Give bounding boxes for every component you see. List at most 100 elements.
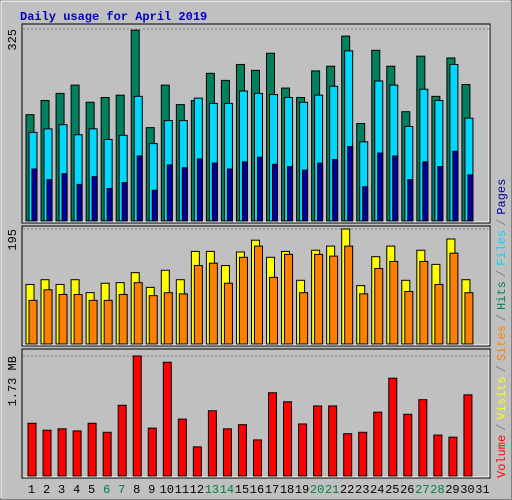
bar — [73, 293, 83, 345]
bar — [46, 179, 53, 222]
y-tick-label: 195 — [6, 229, 20, 251]
bar — [268, 392, 278, 477]
bar — [362, 186, 369, 222]
legend-separator: / — [495, 270, 509, 277]
legend-item: Pages — [495, 179, 509, 215]
bar — [196, 158, 203, 222]
bar — [211, 162, 218, 222]
bar — [256, 156, 263, 222]
bar — [61, 173, 68, 222]
legend-item: Visits — [495, 376, 509, 419]
x-tick-label: 30 — [460, 483, 474, 497]
x-tick-label: 4 — [73, 483, 80, 497]
bar — [241, 161, 248, 222]
bar — [437, 166, 444, 222]
x-tick-label: 9 — [148, 483, 155, 497]
bar — [272, 163, 279, 222]
bar — [433, 434, 443, 477]
bar — [133, 282, 143, 345]
x-tick-label: 2 — [43, 483, 50, 497]
legend-item: Volume — [495, 435, 509, 478]
x-tick-label: 11 — [175, 483, 189, 497]
bar — [193, 265, 203, 345]
x-tick-label: 6 — [103, 483, 110, 497]
bar — [252, 439, 262, 477]
bar — [76, 183, 83, 222]
bar — [407, 179, 414, 222]
bar — [374, 268, 384, 345]
bar — [237, 424, 247, 477]
bar — [102, 431, 112, 477]
x-tick-label: 5 — [88, 483, 95, 497]
bar — [418, 399, 428, 477]
x-tick-label: 18 — [280, 483, 294, 497]
x-tick-label: 28 — [430, 483, 444, 497]
bar — [163, 292, 173, 345]
bar — [463, 394, 473, 477]
bar — [403, 413, 413, 477]
x-tick-label: 16 — [250, 483, 264, 497]
bar — [72, 430, 82, 477]
bar — [207, 410, 217, 477]
bar — [223, 282, 233, 345]
x-tick-label: 12 — [190, 483, 204, 497]
bar — [434, 283, 444, 345]
bar — [377, 152, 384, 222]
bar — [452, 150, 459, 222]
legend-item: Sites — [495, 325, 509, 361]
bar — [359, 293, 369, 345]
x-tick-label: 21 — [325, 483, 339, 497]
x-tick-label: 7 — [118, 483, 125, 497]
bar — [136, 155, 143, 222]
legend: Volume / Visits / Sites / Hits / Files / Pages — [495, 179, 509, 478]
bar — [177, 418, 187, 477]
bar — [373, 411, 383, 477]
bar — [284, 253, 294, 345]
bar — [329, 255, 339, 345]
legend-item: Hits — [495, 281, 509, 310]
bar — [314, 253, 324, 345]
bar — [298, 423, 308, 477]
bar — [87, 422, 97, 477]
x-tick-label: 25 — [385, 483, 399, 497]
bar — [343, 433, 353, 477]
chart-title: Daily usage for April 2019 — [20, 10, 207, 24]
bar — [269, 276, 279, 345]
bar — [238, 256, 248, 345]
bar — [449, 252, 459, 345]
bar — [57, 428, 67, 477]
bar — [88, 299, 98, 345]
bar — [404, 291, 414, 345]
x-tick-label: 10 — [160, 483, 174, 497]
bar — [344, 245, 354, 345]
bar — [103, 299, 113, 345]
legend-item: Files — [495, 230, 509, 266]
bar — [151, 189, 158, 222]
bar — [132, 355, 142, 477]
x-tick-label: 24 — [370, 483, 384, 497]
x-tick-label: 31 — [475, 483, 489, 497]
bar — [118, 293, 128, 345]
bar — [28, 299, 38, 345]
x-tick-label: 3 — [58, 483, 65, 497]
bar — [166, 164, 173, 222]
x-tick-label: 14 — [220, 483, 234, 497]
bar — [422, 161, 429, 222]
bar — [358, 431, 368, 477]
bar — [347, 146, 354, 222]
bar — [121, 182, 128, 222]
bar — [27, 422, 37, 477]
y-tick-label: 1.73 MB — [6, 356, 20, 406]
bar — [464, 292, 474, 345]
bar — [162, 361, 172, 477]
bar — [313, 405, 323, 477]
bar — [147, 427, 157, 477]
x-tick-label: 15 — [235, 483, 249, 497]
x-tick-label: 1 — [28, 483, 35, 497]
bar — [58, 293, 68, 345]
bar — [317, 162, 324, 222]
bar — [253, 245, 263, 345]
bar — [283, 401, 293, 477]
x-tick-label: 22 — [340, 483, 354, 497]
